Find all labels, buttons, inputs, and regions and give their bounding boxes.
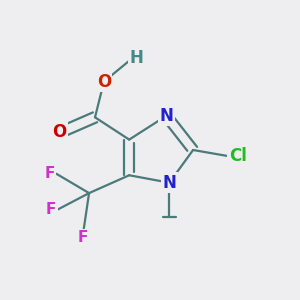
Text: O: O: [97, 73, 111, 91]
Text: F: F: [44, 166, 55, 181]
Text: F: F: [78, 230, 88, 245]
Text: Cl: Cl: [229, 147, 247, 165]
Text: N: N: [159, 107, 173, 125]
Text: O: O: [52, 123, 67, 141]
Text: F: F: [46, 202, 56, 217]
Text: N: N: [162, 174, 176, 192]
Text: H: H: [130, 50, 144, 68]
